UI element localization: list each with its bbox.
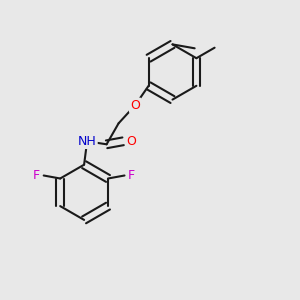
Text: F: F: [128, 169, 135, 182]
Text: F: F: [33, 169, 40, 182]
Text: O: O: [130, 99, 140, 112]
Text: O: O: [127, 135, 136, 148]
Text: NH: NH: [78, 135, 97, 148]
